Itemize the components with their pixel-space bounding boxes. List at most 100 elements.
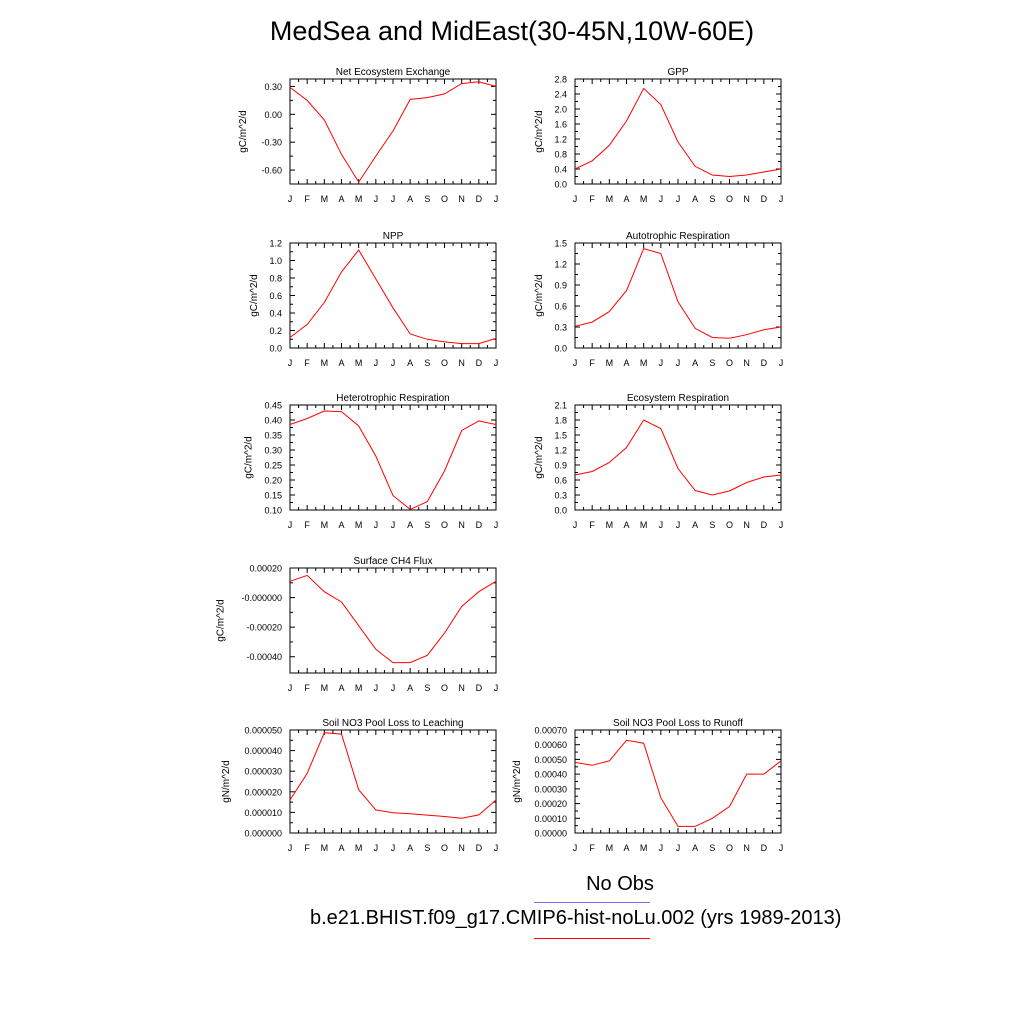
heterotrophic-respiration-xtick-label: S [424,520,430,530]
soil-no3-pool-loss-to-runoff-xtick-label: F [589,843,595,853]
surface-ch4-flux-xtick-label: J [494,683,499,693]
ecosystem-respiration-ytick-label: 0.0 [554,506,567,516]
soil-no3-pool-loss-to-runoff-xtick-label: N [743,843,750,853]
net-ecosystem-exchange-xtick-label: A [407,194,413,204]
heterotrophic-respiration-xtick-label: A [338,520,344,530]
net-ecosystem-exchange-xtick-label: D [476,194,483,204]
heterotrophic-respiration-xtick-label: J [288,520,293,530]
ecosystem-respiration-xtick-label: J [779,520,784,530]
soil-no3-pool-loss-to-runoff-xtick-label: D [761,843,768,853]
autotrophic-respiration-xtick-label: A [623,358,629,368]
soil-no3-pool-loss-to-runoff-xtick-label: J [573,843,578,853]
page-title: MedSea and MidEast(30-45N,10W-60E) [269,16,755,46]
npp-xtick-label: M [355,358,363,368]
legend-label-model-run: b.e21.BHIST.f09_g17.CMIP6-hist-noLu.002 … [310,907,842,929]
npp-series-line [289,249,497,345]
gpp-xtick-label: J [676,194,681,204]
ecosystem-respiration-xtick-label: M [640,520,648,530]
soil-no3-pool-loss-to-runoff-xtick-label: A [623,843,629,853]
gpp-xtick-label: A [623,194,629,204]
gpp-xtick-label: F [589,194,595,204]
npp-xtick-label: D [476,358,483,368]
heterotrophic-respiration-title: Heterotrophic Respiration [336,393,449,404]
gpp-xtick-label: M [640,194,648,204]
soil-no3-pool-loss-to-leaching-xtick-label: J [374,843,379,853]
npp-ytick-label: 0.0 [269,344,282,354]
soil-no3-pool-loss-to-runoff-xtick-label: M [640,843,648,853]
net-ecosystem-exchange-xtick-label: J [374,194,379,204]
ecosystem-respiration-xtick-label: F [589,520,595,530]
autotrophic-respiration-xtick-label: A [692,358,698,368]
soil-no3-pool-loss-to-leaching-ylabel: gN/m^2/d [221,760,232,803]
autotrophic-respiration-xtick-label: S [709,358,715,368]
autotrophic-respiration-xtick-label: J [573,358,578,368]
net-ecosystem-exchange-xtick-label: N [458,194,465,204]
ecosystem-respiration-series-line [574,419,782,496]
net-ecosystem-exchange-xtick-label: A [338,194,344,204]
ecosystem-respiration-ytick-label: 1.8 [554,416,567,426]
gpp-ytick-label: 2.4 [554,90,567,100]
autotrophic-respiration-xtick-label: N [743,358,750,368]
autotrophic-respiration-ytick-label: 0.9 [554,281,567,291]
soil-no3-pool-loss-to-leaching-xtick-label: A [338,843,344,853]
soil-no3-pool-loss-to-leaching-xtick-label: F [304,843,310,853]
gpp-xtick-label: D [761,194,768,204]
gpp-ylabel: gC/m^2/d [534,110,545,153]
soil-no3-pool-loss-to-leaching-xtick-label: S [424,843,430,853]
ecosystem-respiration-ylabel: gC/m^2/d [534,436,545,479]
soil-no3-pool-loss-to-leaching-xtick-label: J [288,843,293,853]
soil-no3-pool-loss-to-leaching-xtick-label: M [321,843,329,853]
surface-ch4-flux-xtick-label: D [476,683,483,693]
gpp-ytick-label: 0.4 [554,165,567,175]
surface-ch4-flux-ytick-label: -0.00020 [246,623,282,633]
npp-ytick-label: 0.6 [269,291,282,301]
ecosystem-respiration-xtick-label: S [709,520,715,530]
ecosystem-respiration-xtick-label: A [623,520,629,530]
soil-no3-pool-loss-to-leaching-xtick-label: M [355,843,363,853]
gpp-xtick-label: N [743,194,750,204]
autotrophic-respiration-ytick-label: 1.2 [554,260,567,270]
soil-no3-pool-loss-to-runoff-xtick-label: M [606,843,614,853]
ecosystem-respiration-xtick-label: M [606,520,614,530]
soil-no3-pool-loss-to-runoff-xtick-label: S [709,843,715,853]
npp-ytick-label: 1.2 [269,239,282,249]
autotrophic-respiration-xtick-label: O [726,358,733,368]
heterotrophic-respiration-ytick-label: 0.40 [264,416,282,426]
net-ecosystem-exchange-xtick-label: M [355,194,363,204]
soil-no3-pool-loss-to-leaching-ytick-label: 0.000020 [244,787,282,797]
net-ecosystem-exchange-xtick-label: J [391,194,396,204]
heterotrophic-respiration-xtick-label: O [441,520,448,530]
net-ecosystem-exchange-xtick-label: O [441,194,448,204]
legend-label-no-obs: No Obs [586,873,654,895]
heterotrophic-respiration-ytick-label: 0.45 [264,401,282,411]
net-ecosystem-exchange-xtick-label: M [321,194,329,204]
soil-no3-pool-loss-to-runoff-ytick-label: 0.00060 [534,740,567,750]
heterotrophic-respiration-ytick-label: 0.15 [264,491,282,501]
gpp-ytick-label: 2.8 [554,75,567,85]
gpp-ytick-label: 0.8 [554,150,567,160]
surface-ch4-flux-xtick-label: J [288,683,293,693]
net-ecosystem-exchange-ytick-label: 0.00 [264,110,282,120]
soil-no3-pool-loss-to-runoff-ytick-label: 0.00000 [534,829,567,839]
gpp-xtick-label: J [659,194,664,204]
ecosystem-respiration-xtick-label: N [743,520,750,530]
surface-ch4-flux-xtick-label: S [424,683,430,693]
gpp-ytick-label: 0.0 [554,180,567,190]
net-ecosystem-exchange-ytick-label: 0.30 [264,82,282,92]
gpp-ytick-label: 1.2 [554,135,567,145]
soil-no3-pool-loss-to-leaching-xtick-label: J [391,843,396,853]
heterotrophic-respiration-ylabel: gC/m^2/d [244,436,255,479]
soil-no3-pool-loss-to-runoff-xtick-label: A [692,843,698,853]
autotrophic-respiration-ytick-label: 0.3 [554,323,567,333]
soil-no3-pool-loss-to-leaching-ytick-label: 0.000030 [244,767,282,777]
net-ecosystem-exchange-title: Net Ecosystem Exchange [336,67,451,78]
npp-ytick-label: 0.8 [269,274,282,284]
heterotrophic-respiration-ytick-label: 0.35 [264,431,282,441]
autotrophic-respiration-ytick-label: 0.0 [554,344,567,354]
gpp-xtick-label: J [779,194,784,204]
surface-ch4-flux-xtick-label: M [321,683,329,693]
gpp-xtick-label: O [726,194,733,204]
